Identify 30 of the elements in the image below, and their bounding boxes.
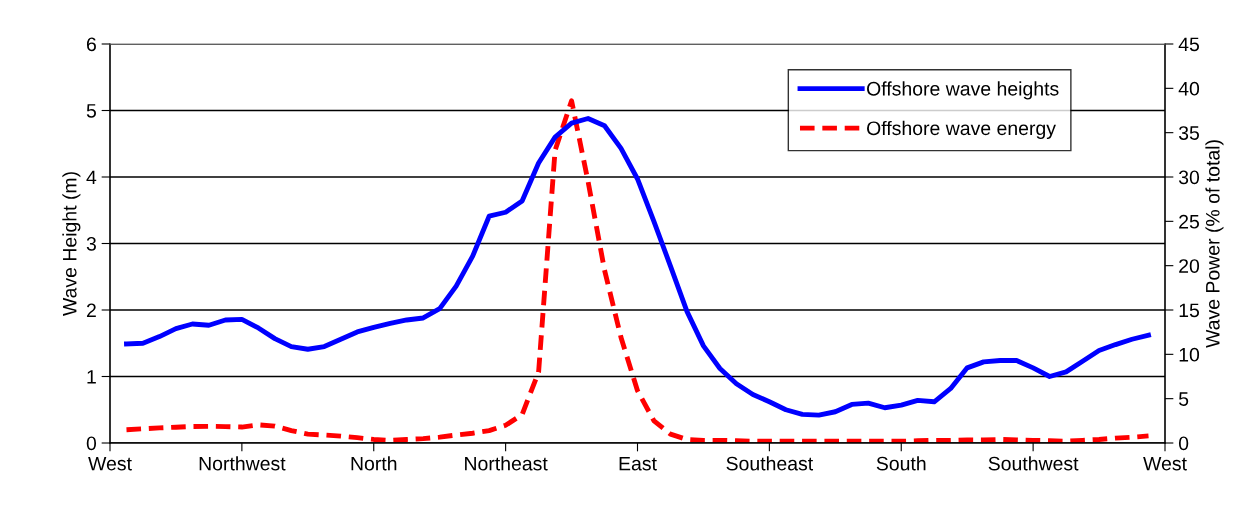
y-tick-label: 4 <box>86 170 97 185</box>
x-tick-label: West <box>1143 456 1187 471</box>
y2-tick-label: 30 <box>1178 170 1200 185</box>
x-tick-label: Northeast <box>465 456 548 471</box>
x-tick-label: West <box>88 456 132 471</box>
x-tick-label: Northwest <box>199 456 286 471</box>
y-tick-label: 2 <box>86 303 96 318</box>
y2-tick-label: 35 <box>1178 126 1200 140</box>
y2-tick-label: 15 <box>1179 303 1200 318</box>
x-tick-label: North <box>351 456 397 471</box>
legend-label: Offshore wave heights <box>867 81 1059 100</box>
y2-axis-title: Wave Power (% of total) <box>1205 140 1224 348</box>
x-tick-label: Southwest <box>988 456 1079 471</box>
y2-tick-label: 0 <box>1178 436 1189 451</box>
y2-tick-label: 10 <box>1179 347 1200 362</box>
y-tick-label: 3 <box>86 236 96 251</box>
y-axis-title: Wave Height (m) <box>62 172 81 316</box>
y-tick-label: 1 <box>87 370 96 384</box>
y2-tick-label: 5 <box>1178 392 1189 406</box>
x-tick-label: East <box>619 456 657 471</box>
y2-tick-label: 45 <box>1178 37 1200 52</box>
y2-tick-label: 25 <box>1179 214 1200 229</box>
x-tick-label: South <box>876 456 926 471</box>
y-tick-label: 5 <box>86 104 96 118</box>
y2-tick-label: 40 <box>1178 81 1200 96</box>
y2-tick-label: 20 <box>1179 259 1200 273</box>
y-tick-label: 0 <box>86 436 97 451</box>
y-tick-label: 6 <box>86 37 96 52</box>
x-tick-label: Southeast <box>726 456 814 471</box>
legend-label: Offshore wave energy <box>867 120 1056 139</box>
